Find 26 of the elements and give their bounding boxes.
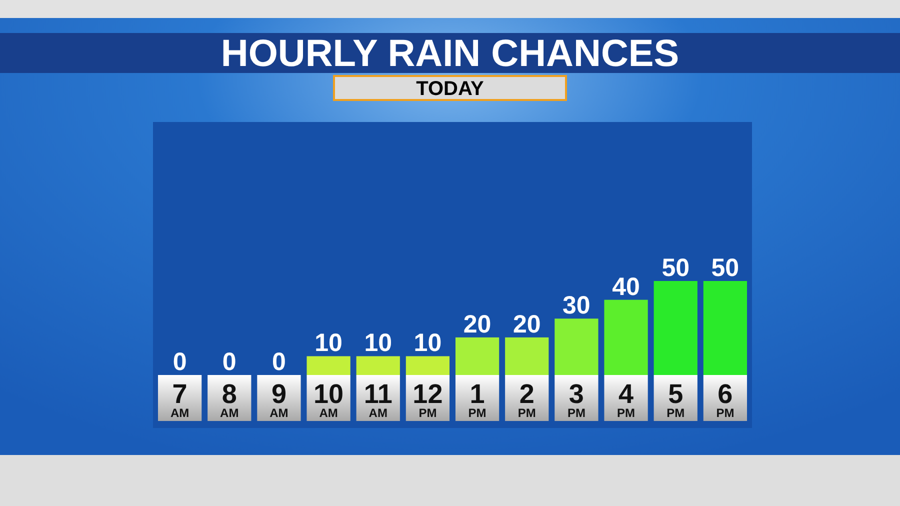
data-label: 0 [272, 348, 286, 376]
data-label: 50 [711, 254, 740, 282]
x-tick-label: 12 PM [412, 379, 443, 420]
chart-subtitle: TODAY [416, 78, 485, 100]
data-label: 10 [414, 329, 442, 358]
x-tick-label: 3 PM [567, 379, 586, 420]
x-tick-label: 1 PM [468, 379, 486, 420]
data-label: 0 [172, 348, 187, 376]
x-tick-label: 4 PM [617, 379, 636, 420]
x-tick-label: 6 PM [716, 379, 734, 420]
x-tick-label: 9 AM [270, 379, 288, 420]
x-tick-label: 11 AM [364, 379, 392, 420]
x-tick-label: 8 AM [220, 379, 239, 420]
x-tick-label: 7 AM [170, 379, 190, 420]
x-tick-label: 5 PM [666, 379, 685, 420]
data-label: 20 [512, 310, 541, 338]
data-label: 10 [314, 329, 342, 358]
data-label: 40 [612, 272, 640, 301]
x-tick-label: 2 PM [518, 379, 536, 420]
data-label: 50 [662, 254, 690, 282]
data-label: 10 [364, 329, 392, 358]
data-label: 30 [562, 292, 590, 320]
data-label: 20 [463, 310, 492, 338]
chart-title: HOURLY RAIN CHANCES [220, 33, 680, 75]
x-tick-label: 10 AM [314, 379, 344, 420]
data-label: 0 [222, 348, 236, 376]
